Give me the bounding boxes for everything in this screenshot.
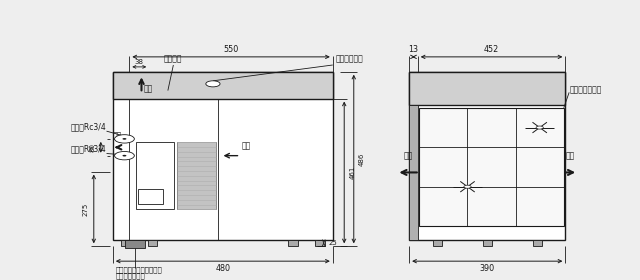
Bar: [288, 240, 298, 246]
Circle shape: [536, 126, 543, 129]
Circle shape: [206, 81, 220, 87]
Text: 機外Ｌ３０００: 機外Ｌ３０００: [116, 272, 146, 279]
Text: 452: 452: [484, 45, 499, 54]
Bar: [148, 240, 157, 246]
Text: 461: 461: [349, 166, 355, 179]
Bar: [121, 240, 131, 246]
Text: 390: 390: [480, 263, 495, 273]
Bar: [419, 108, 564, 226]
Text: 水入口Rc3/4: 水入口Rc3/4: [71, 144, 106, 153]
Circle shape: [115, 151, 134, 160]
Bar: [433, 240, 442, 246]
Text: 80: 80: [90, 143, 96, 152]
Text: 38: 38: [135, 59, 144, 65]
Text: 排気: 排気: [144, 85, 153, 94]
Text: 操作部窓: 操作部窓: [164, 55, 182, 64]
Bar: [315, 240, 324, 246]
Text: エアフィルター: エアフィルター: [570, 86, 602, 95]
Text: 排気: 排気: [403, 152, 413, 161]
Text: 吸気: 吸気: [241, 142, 251, 151]
Text: 25: 25: [329, 240, 337, 246]
Bar: [409, 72, 565, 105]
Text: 排気: 排気: [113, 132, 122, 141]
Text: 480: 480: [215, 263, 230, 273]
Bar: [113, 72, 333, 240]
Text: 486: 486: [359, 152, 365, 166]
Text: 高圧リセット: 高圧リセット: [336, 55, 364, 64]
Circle shape: [122, 155, 127, 157]
Circle shape: [464, 185, 471, 188]
Bar: [125, 240, 145, 248]
Bar: [532, 240, 542, 246]
Bar: [113, 72, 333, 99]
Text: 水出口Rc3/4: 水出口Rc3/4: [71, 122, 106, 131]
Circle shape: [115, 135, 134, 143]
Text: 550: 550: [223, 45, 239, 54]
Bar: [138, 189, 163, 204]
Text: 電源コード（プラグ無）: 電源コード（プラグ無）: [116, 267, 163, 273]
Bar: [409, 105, 418, 240]
Bar: [483, 240, 492, 246]
Bar: [409, 72, 565, 240]
Text: 排気: 排気: [566, 152, 575, 161]
Text: 13: 13: [408, 45, 419, 54]
Bar: [136, 142, 175, 209]
Text: 275: 275: [83, 202, 89, 216]
Circle shape: [122, 138, 127, 140]
Bar: [177, 142, 216, 209]
